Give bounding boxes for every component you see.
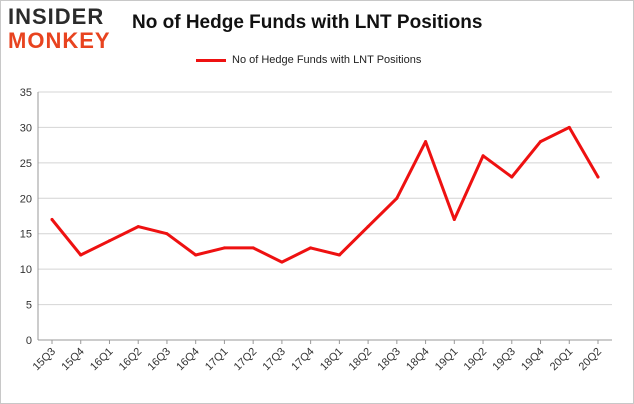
series-line-0 xyxy=(50,125,600,264)
data-point-17Q1 xyxy=(222,246,226,250)
x-tick-label-16Q2: 16Q2 xyxy=(117,346,145,374)
x-tick-label-16Q4: 16Q4 xyxy=(174,346,202,374)
y-tick-label-15: 15 xyxy=(20,229,32,241)
data-point-18Q1 xyxy=(337,253,341,257)
x-tick-label-17Q1: 17Q1 xyxy=(203,346,231,374)
logo-text-top: INSIDER xyxy=(8,4,105,29)
data-point-15Q3 xyxy=(50,218,54,222)
x-tick-label-19Q1: 19Q1 xyxy=(433,346,461,374)
x-tick-label-17Q3: 17Q3 xyxy=(260,346,288,374)
legend-label: No of Hedge Funds with LNT Positions xyxy=(232,54,422,66)
data-point-19Q1 xyxy=(452,218,456,222)
data-point-20Q2 xyxy=(596,175,600,179)
data-point-16Q4 xyxy=(194,253,198,257)
x-tick-label-19Q4: 19Q4 xyxy=(519,346,547,374)
y-tick-label-10: 10 xyxy=(20,264,32,276)
data-point-16Q3 xyxy=(165,232,169,236)
x-tick-label-20Q1: 20Q1 xyxy=(548,346,576,374)
x-tick-label-16Q1: 16Q1 xyxy=(88,346,116,374)
x-tick-label-15Q3: 15Q3 xyxy=(31,346,59,374)
x-tick-label-18Q2: 18Q2 xyxy=(347,346,375,374)
logo-text-bottom: MONKEY xyxy=(8,28,111,53)
data-point-17Q2 xyxy=(251,246,255,250)
x-tick-label-17Q2: 17Q2 xyxy=(232,346,260,374)
y-tick-label-25: 25 xyxy=(20,158,32,170)
x-tick-label-16Q3: 16Q3 xyxy=(146,346,174,374)
data-point-16Q2 xyxy=(136,225,140,229)
chart-title: No of Hedge Funds with LNT Positions xyxy=(132,12,483,33)
chart-legend: No of Hedge Funds with LNT Positions xyxy=(196,52,421,68)
x-tick-label-19Q3: 19Q3 xyxy=(490,346,518,374)
data-point-17Q3 xyxy=(280,260,284,264)
data-point-20Q1 xyxy=(567,125,571,129)
y-tick-label-0: 0 xyxy=(26,335,32,347)
y-tick-label-30: 30 xyxy=(20,122,32,134)
x-tick-label-15Q4: 15Q4 xyxy=(59,346,87,374)
data-point-19Q3 xyxy=(510,175,514,179)
data-point-15Q4 xyxy=(79,253,83,257)
x-tick-label-20Q2: 20Q2 xyxy=(577,346,605,374)
x-tick-label-19Q2: 19Q2 xyxy=(462,346,490,374)
y-tick-label-5: 5 xyxy=(26,300,32,312)
data-point-17Q4 xyxy=(309,246,313,250)
insider-monkey-logo: INSIDER MONKEY xyxy=(8,6,118,54)
data-point-18Q3 xyxy=(395,196,399,200)
data-point-18Q2 xyxy=(366,225,370,229)
data-point-18Q4 xyxy=(424,140,428,144)
data-point-19Q2 xyxy=(481,154,485,158)
data-point-16Q1 xyxy=(107,239,111,243)
x-tick-label-18Q1: 18Q1 xyxy=(318,346,346,374)
y-tick-label-20: 20 xyxy=(20,193,32,205)
x-tick-label-18Q3: 18Q3 xyxy=(375,346,403,374)
data-point-19Q4 xyxy=(539,140,543,144)
y-tick-label-35: 35 xyxy=(20,87,32,99)
x-tick-label-18Q4: 18Q4 xyxy=(404,346,432,374)
x-tick-label-17Q4: 17Q4 xyxy=(289,346,317,374)
legend-swatch xyxy=(196,58,226,62)
